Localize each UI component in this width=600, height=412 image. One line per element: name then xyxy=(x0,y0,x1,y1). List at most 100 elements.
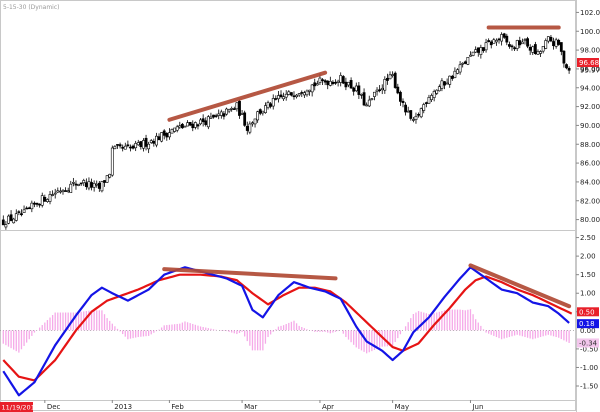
candle xyxy=(157,133,161,141)
candle-body xyxy=(1,219,5,226)
candle xyxy=(453,67,457,79)
candle-body xyxy=(209,116,213,119)
candle-body xyxy=(212,114,215,118)
candle xyxy=(43,194,47,202)
candle xyxy=(526,36,529,49)
candle-body xyxy=(188,121,192,126)
candle xyxy=(245,121,249,135)
candle xyxy=(251,121,254,127)
candle-body xyxy=(74,183,78,186)
candle-body xyxy=(199,119,202,125)
candle xyxy=(84,178,88,190)
osc-axis-label: -0.50 xyxy=(580,345,598,353)
price-axis-label: 82.00 xyxy=(580,197,600,205)
candle-body xyxy=(90,182,93,188)
candle xyxy=(331,80,335,86)
oscillator-main-line xyxy=(2,266,570,397)
candle xyxy=(482,47,485,53)
candle xyxy=(292,91,296,100)
candle-body xyxy=(186,122,189,127)
candle-body xyxy=(33,202,36,205)
candle xyxy=(489,40,493,49)
candle xyxy=(344,77,348,91)
candle xyxy=(523,38,527,45)
candle xyxy=(66,187,70,194)
candle xyxy=(510,44,514,51)
candle xyxy=(393,71,397,89)
candle xyxy=(289,92,293,97)
candle xyxy=(155,132,158,148)
candle-body xyxy=(266,102,270,109)
candle-body xyxy=(347,81,350,86)
candle xyxy=(160,132,164,143)
candle xyxy=(46,198,49,203)
candle-body xyxy=(87,181,91,189)
candle xyxy=(536,49,540,55)
candle-body xyxy=(546,36,550,42)
candle-body xyxy=(469,54,472,57)
candle xyxy=(352,86,356,96)
candle xyxy=(284,90,288,101)
osc-axis-label: 1.00 xyxy=(580,290,596,298)
candle xyxy=(225,107,228,116)
last-price-tag: 96.68 xyxy=(577,58,599,68)
candle-body xyxy=(178,125,182,128)
candle-body xyxy=(232,108,236,110)
candle-body xyxy=(287,91,291,95)
candle xyxy=(232,106,236,110)
candle-body xyxy=(222,113,226,117)
candle-body xyxy=(404,104,407,113)
candle-body xyxy=(219,111,223,116)
candle-body xyxy=(461,62,465,65)
candle-body xyxy=(406,110,410,113)
candle xyxy=(443,81,446,90)
candle-body xyxy=(554,39,558,47)
candle xyxy=(168,128,171,140)
candle xyxy=(302,90,306,98)
candle xyxy=(341,75,345,85)
candle-body xyxy=(386,77,389,81)
candle-body xyxy=(238,100,241,116)
candle xyxy=(334,79,337,85)
candle xyxy=(554,37,558,49)
candle xyxy=(424,101,428,108)
candle-body xyxy=(326,80,330,86)
candle-body xyxy=(253,118,257,125)
candle-body xyxy=(495,40,498,43)
date-badge-text: 11/19/2012 xyxy=(2,404,39,412)
candle-body xyxy=(552,41,555,47)
candle-body xyxy=(196,124,200,127)
candle-body xyxy=(240,113,244,115)
candle xyxy=(201,114,205,127)
candle-body xyxy=(526,38,529,47)
x-axis-label: Mar xyxy=(244,403,257,411)
candle xyxy=(248,121,252,135)
candle-body xyxy=(126,144,130,147)
price-axis-label: 102.00 xyxy=(580,9,600,17)
candle-body xyxy=(264,105,267,114)
candle-body xyxy=(84,182,88,187)
candle xyxy=(258,108,262,116)
candle xyxy=(360,93,363,99)
candle xyxy=(74,180,78,190)
candle xyxy=(17,210,21,216)
candle-body xyxy=(302,92,306,96)
candle xyxy=(277,91,280,103)
candle xyxy=(123,142,127,150)
candle-body xyxy=(357,85,361,95)
candle-body xyxy=(12,218,16,224)
candle-body xyxy=(245,126,249,131)
candle xyxy=(528,44,532,55)
candle-body xyxy=(396,86,400,94)
candle xyxy=(533,41,537,55)
candle-body xyxy=(4,224,8,228)
candle-body xyxy=(518,40,522,46)
price-axis-label: 96.00 xyxy=(580,65,600,73)
candle-body xyxy=(289,92,293,96)
candle xyxy=(388,71,392,80)
candle-body xyxy=(58,190,62,193)
candle xyxy=(559,42,563,56)
candle xyxy=(396,83,400,95)
candle xyxy=(315,80,319,86)
candle xyxy=(217,109,221,120)
